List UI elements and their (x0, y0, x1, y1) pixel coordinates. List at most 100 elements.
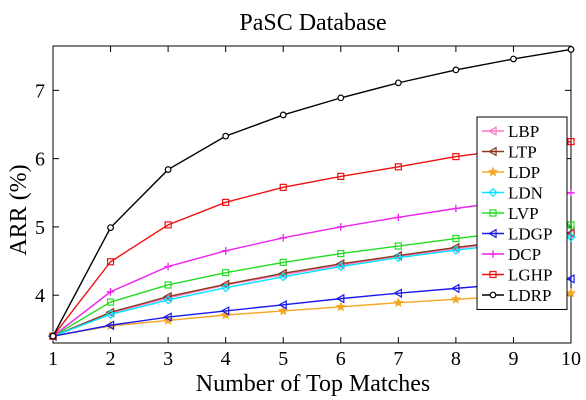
y-tick-label: 6 (35, 149, 45, 171)
legend-item-ldgp: LDGP (482, 225, 552, 244)
data-point (107, 224, 114, 232)
data-point (222, 198, 230, 206)
legend-label: LDN (508, 184, 543, 203)
data-point (105, 309, 116, 319)
data-point (337, 172, 345, 181)
legend-item-ldp: LDP (482, 163, 540, 182)
data-point (222, 132, 230, 140)
data-point (450, 242, 460, 253)
data-point (489, 291, 497, 299)
legend-item-lvp: LVP (482, 204, 539, 223)
legend-label: LDGP (508, 225, 552, 244)
data-point (487, 146, 497, 157)
data-point (106, 298, 115, 306)
data-point (335, 293, 345, 304)
legend-label: LGHP (508, 266, 552, 285)
legend-item-dcp: DCP (482, 245, 541, 264)
data-point (451, 245, 461, 255)
x-axis-label: Number of Top Matches (196, 371, 431, 397)
legend-label: LTP (508, 143, 537, 162)
data-point (337, 94, 345, 102)
data-point (567, 46, 575, 53)
x-tick-label: 5 (278, 348, 288, 370)
data-point (566, 232, 576, 242)
data-point (106, 287, 115, 296)
data-point (337, 249, 345, 258)
data-point (335, 258, 345, 269)
data-point (279, 234, 288, 242)
x-tick-label: 9 (508, 348, 518, 370)
data-point (336, 223, 345, 231)
data-point (487, 228, 497, 239)
data-point (164, 221, 172, 229)
data-point (452, 204, 460, 213)
legend-item-lbp: LBP (482, 122, 539, 141)
data-point (394, 79, 402, 87)
data-point (164, 166, 172, 173)
data-point (567, 188, 575, 197)
legend-label: LVP (508, 204, 539, 223)
data-point (487, 166, 499, 177)
data-point (394, 163, 402, 171)
data-point (510, 55, 517, 63)
x-tick-label: 3 (163, 348, 173, 370)
data-point (279, 183, 287, 191)
data-point (393, 253, 403, 263)
data-point (565, 274, 575, 284)
x-tick-label: 2 (106, 348, 116, 370)
data-point (394, 242, 402, 250)
data-point (565, 287, 577, 298)
data-point (279, 111, 287, 119)
data-point (163, 312, 172, 322)
data-point (220, 279, 230, 290)
data-point (336, 261, 346, 272)
data-point (278, 299, 287, 310)
data-point (452, 234, 460, 243)
x-tick-label: 8 (451, 348, 461, 370)
legend-label: LDRP (508, 286, 551, 305)
data-point (49, 332, 57, 340)
data-point (452, 66, 460, 74)
y-tick-label: 7 (35, 80, 45, 102)
x-tick-label: 1 (48, 348, 58, 370)
y-tick-label: 4 (35, 285, 45, 307)
data-point (105, 320, 115, 331)
axis-ticks: 1 2 3 4 5 6 7 8 9 10 4 5 6 7 (35, 46, 581, 370)
x-tick-label: 6 (336, 348, 346, 370)
legend-item-ldn: LDN (482, 184, 543, 203)
data-point (278, 268, 287, 279)
legend-label: DCP (508, 245, 541, 264)
y-tick-label: 5 (35, 217, 45, 239)
data-point (335, 301, 346, 312)
legend-label: LBP (508, 122, 539, 141)
data-point (164, 262, 172, 271)
legend-item-lghp: LGHP (482, 266, 552, 285)
data-point (489, 270, 497, 279)
data-point (220, 306, 230, 316)
data-point (489, 209, 497, 217)
chart-title: PaSC Database (239, 10, 386, 36)
data-point (279, 258, 287, 267)
data-point (222, 269, 230, 277)
x-tick-label: 10 (561, 348, 581, 370)
y-axis-label: ARR (%) (6, 164, 32, 255)
data-point (393, 297, 404, 308)
data-point (163, 291, 172, 302)
legend-label: LDP (508, 163, 540, 182)
legend-item-ltp: LTP (482, 143, 537, 162)
data-point (278, 272, 288, 282)
data-point (163, 295, 173, 305)
series-ldrp (49, 46, 575, 340)
data-point (393, 288, 402, 298)
x-tick-label: 4 (221, 348, 231, 370)
data-point (221, 247, 230, 255)
legend-item-ldrp: LDRP (482, 286, 551, 305)
data-point (488, 187, 498, 198)
data-point (394, 213, 403, 222)
data-point (487, 126, 497, 136)
data-point (567, 137, 575, 146)
data-point (164, 281, 172, 289)
data-point (221, 283, 231, 293)
